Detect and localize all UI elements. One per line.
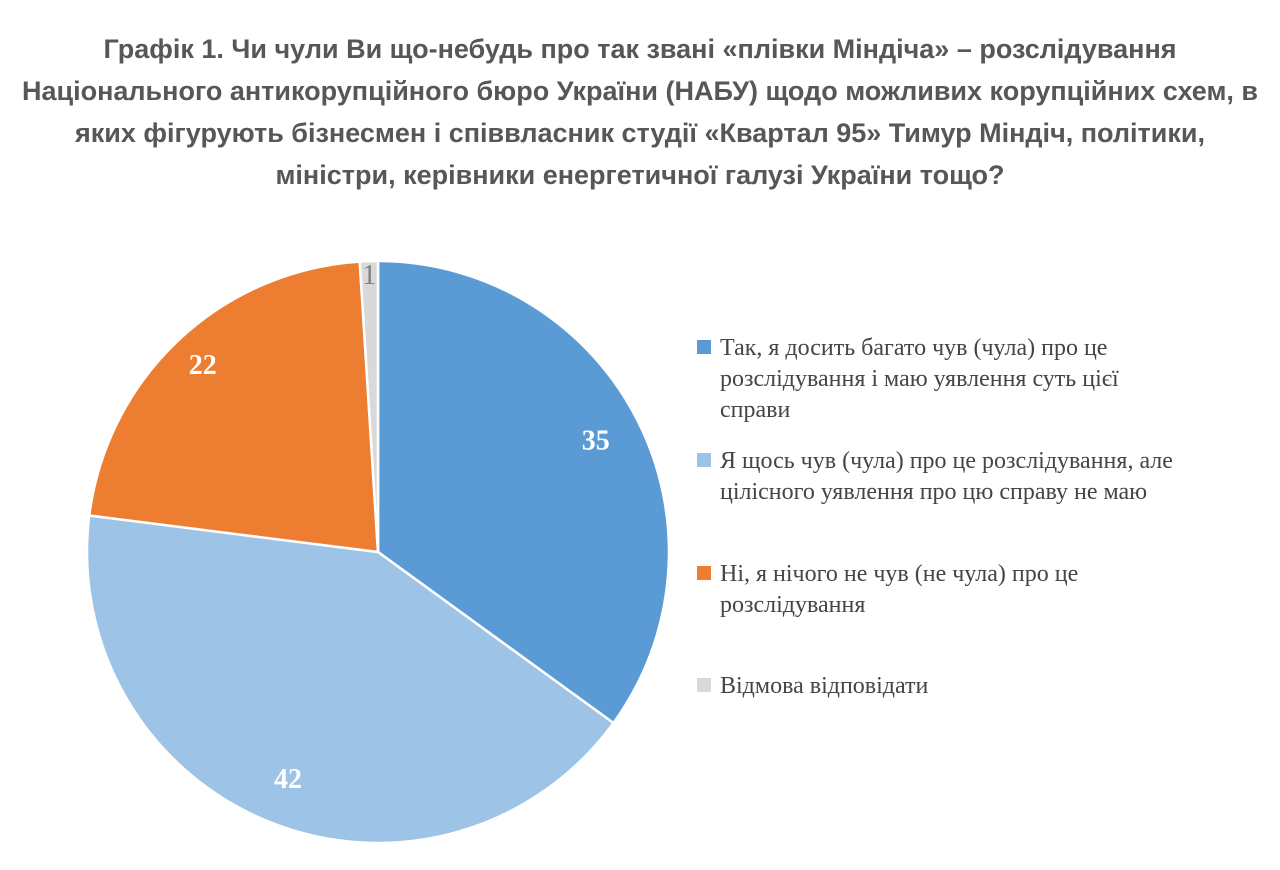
pie-slice-0 <box>376 259 671 725</box>
legend: Так, я досить багато чув (чула) про це р… <box>697 333 1242 753</box>
chart-title-line: міністри, керівники енергетичної галузі … <box>275 160 1005 190</box>
legend-item-0: Так, я досить багато чув (чула) про це р… <box>697 333 1192 426</box>
chart-title-line: Графік 1. Чи чули Ви що-небудь про так з… <box>103 34 1177 64</box>
legend-marker-icon <box>697 566 711 580</box>
pie-slice-1 <box>85 514 615 845</box>
legend-item-3: Відмова відповідати <box>697 671 1192 702</box>
legend-label: Відмова відповідати <box>720 673 929 699</box>
pie-value-label-1: 42 <box>274 764 302 795</box>
legend-label: Так, я досить багато чув (чула) про це р… <box>720 335 1119 423</box>
pie-slice-3 <box>358 259 380 554</box>
pie-value-label-2: 22 <box>189 350 217 381</box>
pie-value-label-0: 35 <box>582 426 610 457</box>
legend-item-1: Я щось чув (чула) про це розслідування, … <box>697 446 1192 508</box>
pie-slice-2 <box>88 260 380 554</box>
legend-marker-icon <box>697 678 711 692</box>
pie-chart-svg: 35 42 22 1 <box>85 259 671 845</box>
legend-marker-icon <box>697 340 711 354</box>
pie-value-label-3: 1 <box>362 260 376 291</box>
legend-item-2: Ні, я нічого не чув (не чула) про це роз… <box>697 559 1192 621</box>
legend-marker-icon <box>697 453 711 467</box>
chart-title-line: яких фігурують бізнесмен і співвласник с… <box>75 118 1205 148</box>
chart-title: Графік 1. Чи чули Ви що-небудь про так з… <box>0 28 1280 196</box>
legend-label: Ні, я нічого не чув (не чула) про це роз… <box>720 561 1079 618</box>
legend-label: Я щось чув (чула) про це розслідування, … <box>720 448 1173 505</box>
pie-chart: 35 42 22 1 <box>85 259 671 845</box>
chart-title-line: Національного антикорупційного бюро Укра… <box>21 76 1259 106</box>
